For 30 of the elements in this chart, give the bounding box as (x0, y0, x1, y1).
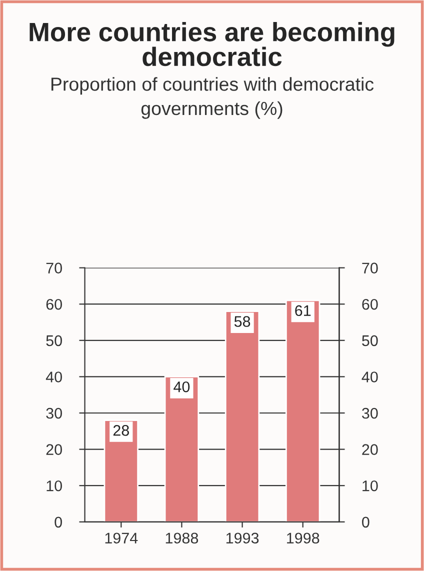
data-label: 58 (234, 316, 250, 327)
y2-tick-label: 60 (362, 298, 378, 310)
data-label: 40 (174, 381, 190, 392)
bar (104, 420, 138, 522)
y-tick-label: 30 (46, 408, 62, 419)
x-tick-label: 1974 (105, 532, 138, 544)
data-label: 61 (295, 305, 311, 316)
x-tick-label: 1993 (226, 532, 259, 544)
chart-title: More countries are becoming democratic (30, 22, 394, 66)
bar (286, 300, 320, 522)
y-tick-label: 50 (46, 335, 62, 346)
x-tick-label: 1998 (287, 532, 320, 544)
y-tick-label: 10 (46, 480, 62, 492)
y-tick-label: 40 (46, 372, 62, 382)
data-label: 28 (113, 425, 129, 436)
bar (164, 376, 200, 522)
y-tick-label: 20 (46, 444, 62, 455)
y2-tick-label: 20 (362, 444, 378, 455)
bar (224, 310, 260, 522)
y-tick-label: 0 (54, 516, 62, 528)
chart-subtitle: Proportion of countries with democratic governments (%) (51, 77, 374, 119)
y2-tick-label: 50 (362, 335, 378, 346)
y2-tick-label: 30 (362, 408, 378, 419)
x-tick-label: 1988 (166, 532, 198, 544)
y-tick-label: 70 (46, 262, 62, 274)
y2-tick-label: 10 (362, 480, 378, 492)
y2-tick-label: 0 (362, 516, 370, 528)
y2-tick-label: 40 (362, 372, 378, 382)
y2-tick-label: 70 (362, 262, 378, 274)
y-tick-label: 60 (46, 298, 62, 310)
